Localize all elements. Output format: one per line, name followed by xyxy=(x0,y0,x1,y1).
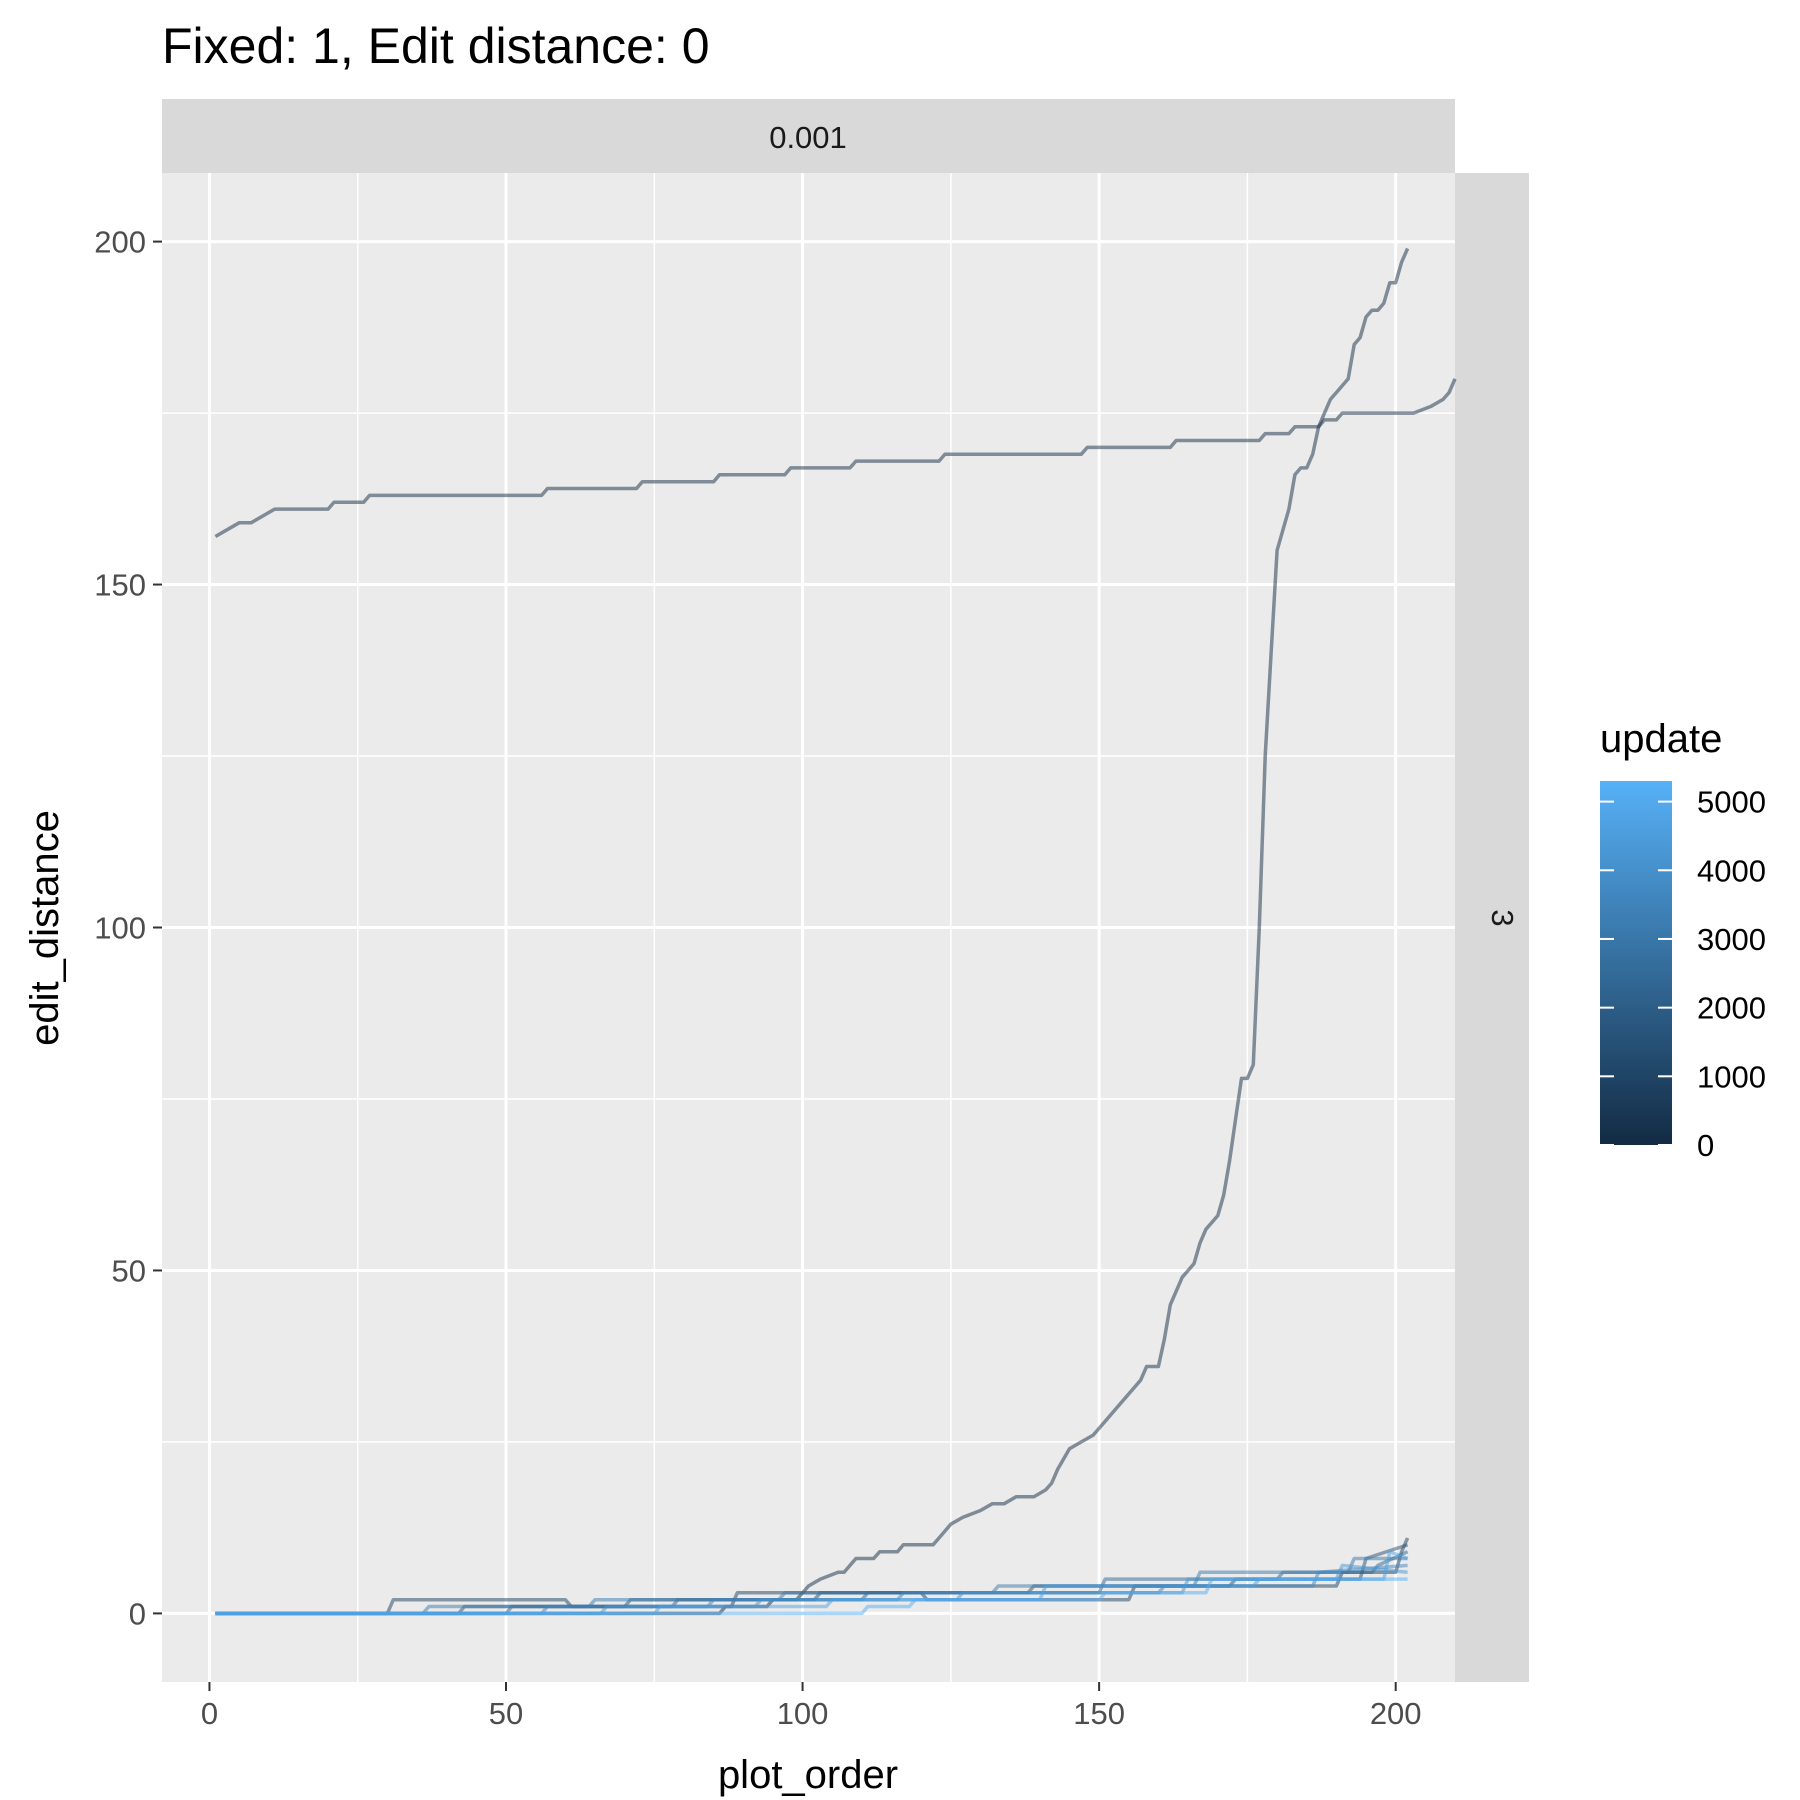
facet-col-label: 0.001 xyxy=(769,120,847,155)
legend-break-label: 0 xyxy=(1697,1128,1714,1163)
series-line-0 xyxy=(214,378,1457,539)
x-tick-label: 150 xyxy=(1073,1696,1125,1731)
series-line-6 xyxy=(215,1563,1408,1616)
y-tick-label: 200 xyxy=(94,225,146,260)
legend-break-label: 5000 xyxy=(1697,785,1766,820)
y-tick-label: 0 xyxy=(129,1596,146,1631)
x-axis-title: plot_order xyxy=(718,1753,898,1797)
x-tick-label: 0 xyxy=(201,1696,218,1731)
x-axis: 0 50 100 150 200 xyxy=(201,1682,1422,1731)
y-axis-title: edit_distance xyxy=(23,810,67,1046)
x-tick-label: 200 xyxy=(1370,1696,1422,1731)
legend-breaks: 0 1000 2000 3000 4000 5000 xyxy=(1600,785,1766,1163)
series-layer xyxy=(214,247,1457,1616)
legend-break-label: 4000 xyxy=(1697,853,1766,888)
legend-colorbar xyxy=(1600,781,1672,1145)
legend-title: update xyxy=(1600,717,1722,761)
series-line-9 xyxy=(215,1577,1408,1616)
grid-major xyxy=(162,173,1455,1682)
y-axis: 0 50 100 150 200 xyxy=(94,225,162,1631)
y-tick-label: 150 xyxy=(94,568,146,603)
legend-break-label: 3000 xyxy=(1697,922,1766,957)
legend-break-label: 2000 xyxy=(1697,991,1766,1026)
x-tick-label: 50 xyxy=(489,1696,523,1731)
x-tick-label: 100 xyxy=(777,1696,829,1731)
y-tick-label: 100 xyxy=(94,911,146,946)
y-tick-label: 50 xyxy=(112,1253,146,1288)
series-line-1 xyxy=(215,247,1410,1616)
series-line-7 xyxy=(215,1563,1408,1616)
series-line-8 xyxy=(215,1549,1409,1616)
facet-row-strip xyxy=(1455,173,1529,1682)
legend-break-label: 1000 xyxy=(1697,1059,1766,1094)
facet-col-strip xyxy=(162,99,1455,173)
facet-row-label: 3 xyxy=(1485,909,1520,926)
chart-title: Fixed: 1, Edit distance: 0 xyxy=(162,18,710,74)
legend: update 0 1000 2000 3000 4000 5000 xyxy=(1600,717,1766,1163)
